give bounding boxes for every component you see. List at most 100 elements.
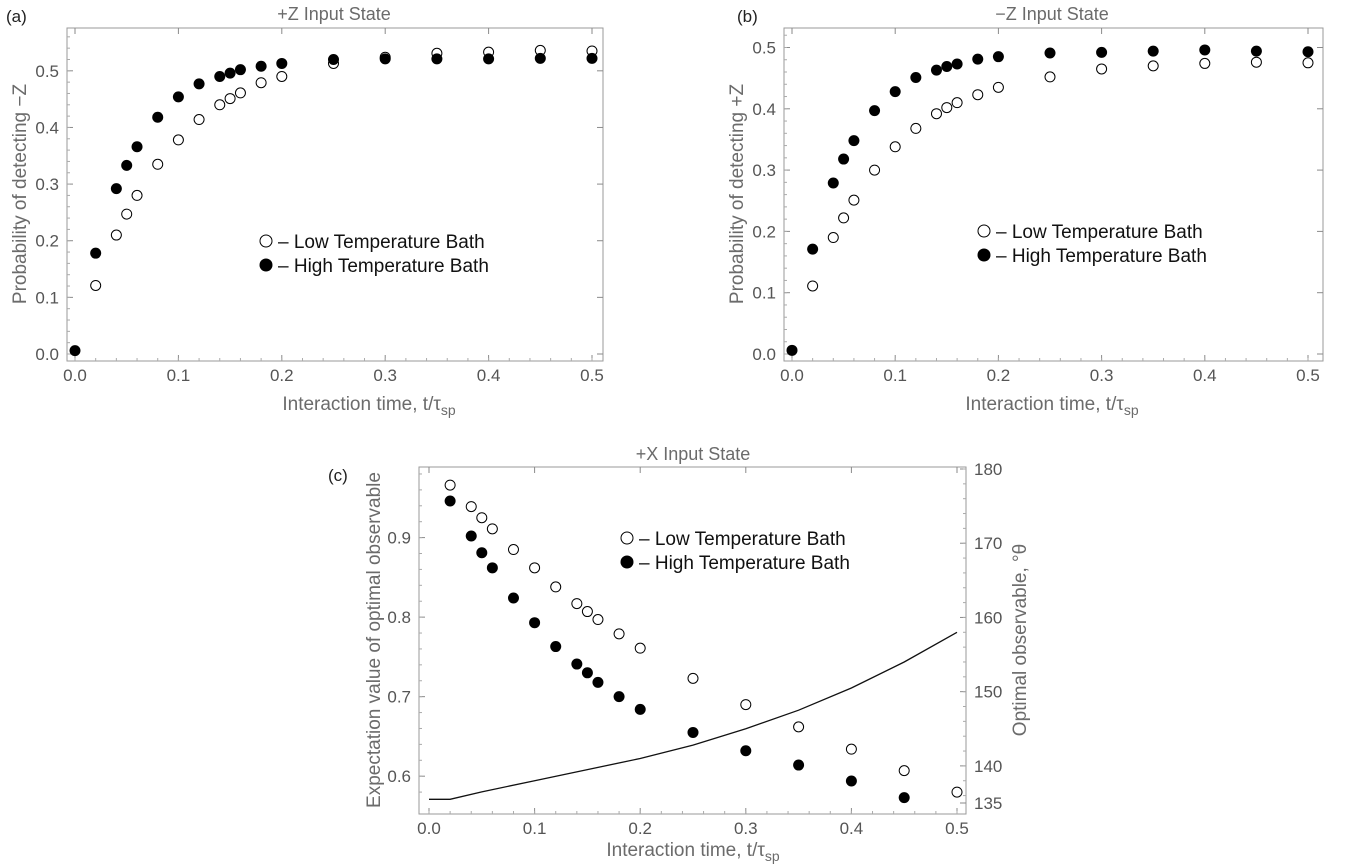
y-tick-label: 0.4 xyxy=(35,118,59,137)
high-temp-point xyxy=(431,53,443,65)
low-temp-point xyxy=(110,229,122,241)
low-temp-point xyxy=(507,544,519,556)
x-tick-label: 0.4 xyxy=(1193,366,1217,385)
right-tick-marks xyxy=(960,468,966,804)
high-temp-point xyxy=(152,111,164,123)
y-tick-label: 0.5 xyxy=(752,38,776,57)
x-axis-label-main: Interaction time, t/τ xyxy=(606,840,765,861)
plot-frame xyxy=(66,27,604,362)
x-tick-label: 0.4 xyxy=(840,819,864,838)
low-temp-point xyxy=(592,614,604,626)
panel-a: (a) +Z Input State 0.0 0.1 0.2 0.3 0.4 0.5 0.… xyxy=(6,4,604,418)
high-temp-point xyxy=(898,792,910,804)
high-temp-point xyxy=(786,344,798,356)
optimal-angle-line xyxy=(429,631,958,800)
y-tick-label: 0.2 xyxy=(35,232,59,251)
x-tick-labels: 0.0 0.1 0.2 0.3 0.4 0.5 xyxy=(780,366,1320,385)
legend-marker-low xyxy=(259,234,273,248)
high-temp-point xyxy=(121,159,133,171)
y-tick-label: 0.4 xyxy=(752,100,776,119)
data-points xyxy=(69,44,598,357)
x-axis-label-sub: sp xyxy=(441,402,456,418)
legend-label-low: – Low Temperature Bath xyxy=(996,222,1203,243)
y-tick-labels: 0.0 0.1 0.2 0.3 0.4 0.5 xyxy=(752,38,776,364)
low-temp-point xyxy=(131,189,143,201)
high-temp-point xyxy=(1096,46,1108,58)
high-temp-point xyxy=(110,183,122,195)
low-temp-point xyxy=(121,208,133,220)
high-temp-point xyxy=(807,243,819,255)
legend: – Low Temperature Bath – High Temperatur… xyxy=(620,529,850,574)
high-temp-point xyxy=(1199,44,1211,56)
right-y-tick-label: 160 xyxy=(974,608,1002,627)
high-temp-point xyxy=(507,592,519,604)
right-y-tick-label: 150 xyxy=(974,683,1002,702)
low-temp-point xyxy=(972,89,984,101)
high-temp-point xyxy=(529,617,541,629)
angle-line-layer xyxy=(429,631,958,800)
low-temp-point xyxy=(951,97,963,109)
high-temp-point xyxy=(740,745,752,757)
panel-b: (b) −Z Input State 0.0 0.1 0.2 0.3 0.4 0.5 0.… xyxy=(727,4,1324,418)
low-temp-point xyxy=(276,70,288,82)
low-temp-point xyxy=(1096,63,1108,75)
high-temp-point xyxy=(483,53,495,65)
high-temp-point xyxy=(930,64,942,76)
high-temp-point xyxy=(1302,46,1314,58)
y-tick-label: 0.8 xyxy=(387,608,411,627)
low-temp-point xyxy=(845,743,857,755)
low-temp-point xyxy=(224,93,236,105)
right-y-tick-label: 140 xyxy=(974,757,1002,776)
y-tick-label: 0.0 xyxy=(752,345,776,364)
chart-title: −Z Input State xyxy=(995,4,1109,24)
y-tick-label: 0.0 xyxy=(35,345,59,364)
x-tick-label: 0.3 xyxy=(373,366,397,385)
chart-title: +X Input State xyxy=(636,444,751,464)
low-temp-point xyxy=(152,158,164,170)
low-temp-point xyxy=(827,232,839,244)
y-tick-label: 0.3 xyxy=(752,161,776,180)
high-temp-point xyxy=(131,141,143,153)
y-tick-label: 0.1 xyxy=(752,284,776,303)
data-points xyxy=(444,479,963,804)
x-tick-label: 0.2 xyxy=(270,366,294,385)
x-tick-label: 0.3 xyxy=(734,819,758,838)
low-temp-point xyxy=(634,642,646,654)
high-temp-point xyxy=(172,91,184,103)
low-temp-point xyxy=(1147,60,1159,72)
low-temp-point xyxy=(838,212,850,224)
low-temp-point xyxy=(214,99,226,111)
high-temp-point xyxy=(687,726,699,738)
low-temp-point xyxy=(571,598,583,610)
panel-label: (a) xyxy=(6,7,27,26)
chart-title: +Z Input State xyxy=(277,4,391,24)
high-temp-point xyxy=(613,691,625,703)
high-temp-point xyxy=(379,53,391,65)
legend: – Low Temperature Bath – High Temperatur… xyxy=(259,232,489,277)
low-temp-point xyxy=(1302,57,1314,69)
panel-label: (c) xyxy=(328,466,348,485)
high-temp-point xyxy=(193,78,205,90)
high-temp-point xyxy=(476,547,488,559)
high-temp-point xyxy=(634,703,646,715)
high-temp-point xyxy=(90,247,102,259)
y-tick-label: 0.7 xyxy=(387,688,411,707)
low-temp-point xyxy=(172,134,184,146)
low-temp-point xyxy=(1044,71,1056,83)
low-temp-point xyxy=(793,721,805,733)
x-tick-label: 0.0 xyxy=(63,366,87,385)
low-temp-point xyxy=(613,628,625,640)
legend-label-low: – Low Temperature Bath xyxy=(639,529,846,550)
y-tick-label: 0.6 xyxy=(387,767,411,786)
high-temp-point xyxy=(1147,45,1159,57)
y-tick-label: 0.9 xyxy=(387,529,411,548)
high-temp-point xyxy=(328,53,339,65)
y-axis-label: Probability of detecting +Z xyxy=(727,84,748,305)
tick-marks xyxy=(419,467,958,814)
high-temp-point xyxy=(214,70,226,82)
x-axis-label: Interaction time, t/τsp xyxy=(965,394,1139,418)
legend: – Low Temperature Bath – High Temperatur… xyxy=(977,222,1207,267)
legend-marker-high xyxy=(977,248,991,262)
low-temp-point xyxy=(910,122,922,134)
right-y-tick-label: 170 xyxy=(974,534,1002,553)
